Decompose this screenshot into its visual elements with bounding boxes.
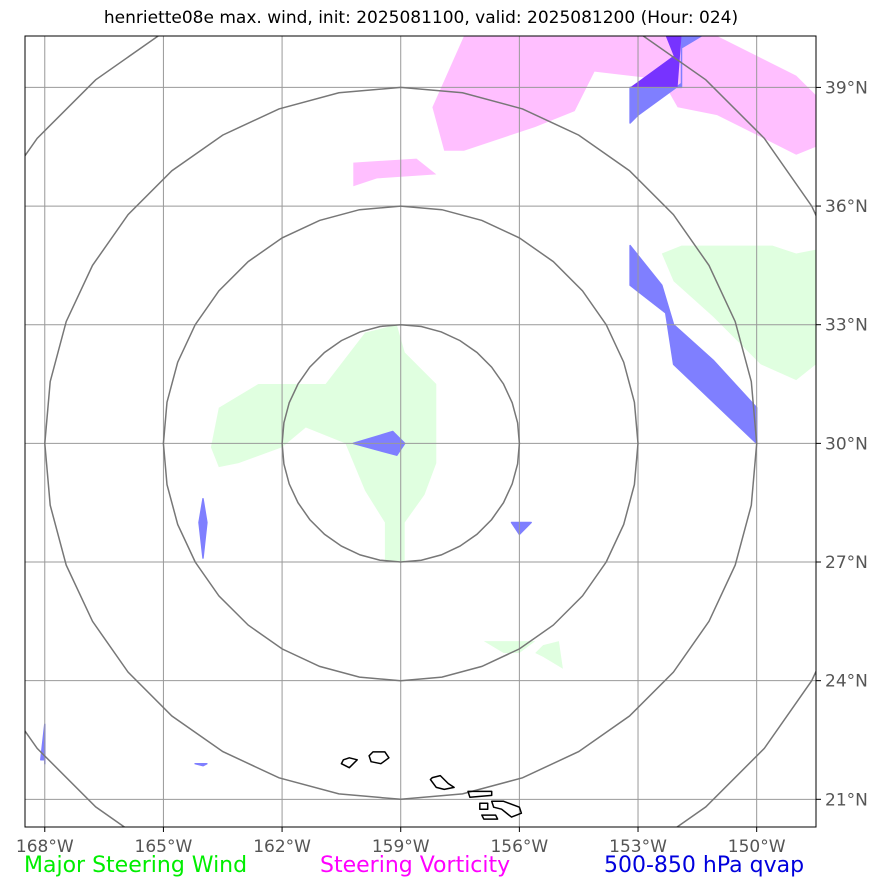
lon-tick-label: 168°W [16,837,74,857]
legend-steering-wind: Major Steering Wind [24,853,248,878]
qvap-vorticity-overlap-layer [630,36,682,88]
lat-tick-label: 30°N [825,434,868,454]
range-ring-9deg [44,86,758,801]
lon-tick-label: 165°W [135,837,193,857]
steering-wind-area-3 [535,641,563,669]
graticule-layer [25,36,816,827]
qvap-area-4 [198,497,208,559]
island-coastline-2 [429,774,455,791]
lon-tick-label: 159°W [372,837,430,857]
legend-qvap: 500-850 hPa qvap [604,853,805,878]
qvap-area-1 [629,36,703,124]
steering-wind-area-2 [483,641,536,653]
island-coastline-0 [340,757,358,769]
steering-wind-layer [210,245,816,669]
lat-tick-label: 36°N [825,197,868,217]
lat-tick-label: 39°N [825,78,868,98]
island-coastline-1 [368,751,390,765]
qvap-area-6 [194,762,208,767]
vorticity-area-1 [353,158,437,187]
lat-tick-label: 33°N [825,316,868,336]
lon-tick-label: 156°W [490,837,548,857]
vorticity-layer [353,36,816,187]
qvap-area-5 [40,723,46,765]
map-frame [24,35,817,828]
island-coastline-6 [481,814,499,820]
lat-tick-label: 21°N [825,790,868,810]
steering-wind-area-0 [210,324,437,562]
range-ring-3deg [281,323,521,563]
lat-tick-label: 24°N [825,672,868,692]
vorticity-area-0 [432,36,816,155]
axis-ticks-layer: 168°W 165°W 162°W 159°W 156°W 153°W 150°W 21°N 2… [16,78,868,857]
map-title: henriette08e max. wind, init: 2025081100… [103,8,739,28]
lon-tick-label: 153°W [609,837,667,857]
qvap-area-3 [510,521,532,536]
range-ring-6deg [162,205,639,682]
lat-tick-label: 27°N [825,553,868,573]
lon-tick-label: 162°W [253,837,311,857]
island-coastline-4 [490,800,523,818]
legend-steering-vorticity: Steering Vorticity [320,853,511,878]
coastline-layer [340,751,523,820]
steering-wind-area-1 [661,245,816,381]
island-coastline-3 [467,790,493,799]
lon-tick-label: 150°W [728,837,786,857]
island-coastline-5 [479,802,489,810]
qvap-vorticity-overlap-0 [630,36,682,88]
